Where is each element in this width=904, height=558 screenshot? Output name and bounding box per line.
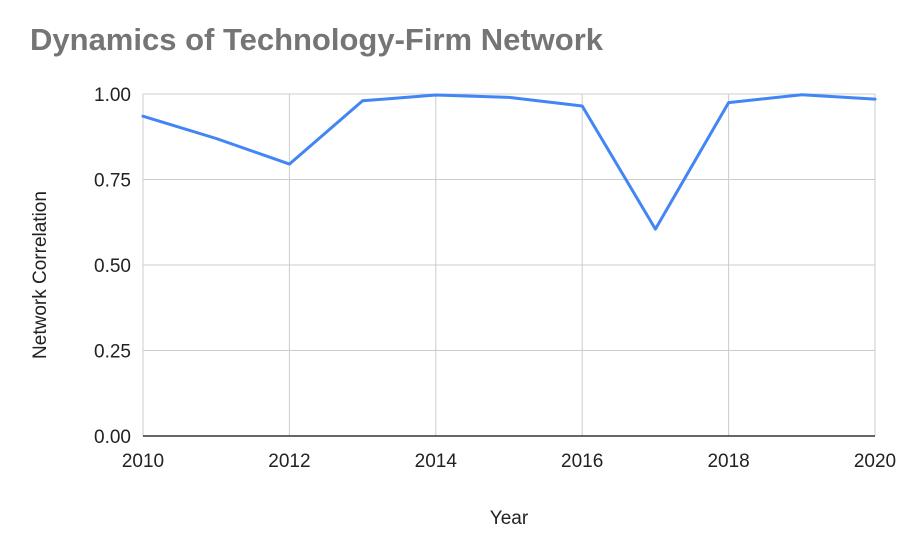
x-axis-title: Year xyxy=(490,508,529,529)
y-axis-title: Network Correlation xyxy=(30,191,51,359)
x-tick-label: 2016 xyxy=(561,451,603,472)
grid-lines xyxy=(142,93,876,436)
y-tick-labels: 0.00 0.25 0.50 0.75 1.00 xyxy=(94,85,131,448)
series-group xyxy=(141,93,877,231)
x-tick-labels: 2010 2012 2014 2016 2018 2020 xyxy=(122,451,896,472)
y-tick-label: 0.00 xyxy=(94,427,131,448)
chart-title: Dynamics of Technology-Firm Network xyxy=(30,22,604,57)
x-tick-label: 2012 xyxy=(268,451,310,472)
y-tick-label: 0.75 xyxy=(94,171,131,192)
x-tick-label: 2020 xyxy=(854,451,896,472)
x-tick-label: 2014 xyxy=(415,451,458,472)
y-tick-label: 1.00 xyxy=(94,85,131,106)
series-line xyxy=(141,93,877,231)
x-tick-label: 2010 xyxy=(122,451,164,472)
y-tick-label: 0.50 xyxy=(94,256,131,277)
x-tick-label: 2018 xyxy=(707,451,749,472)
y-tick-label: 0.25 xyxy=(94,342,131,363)
